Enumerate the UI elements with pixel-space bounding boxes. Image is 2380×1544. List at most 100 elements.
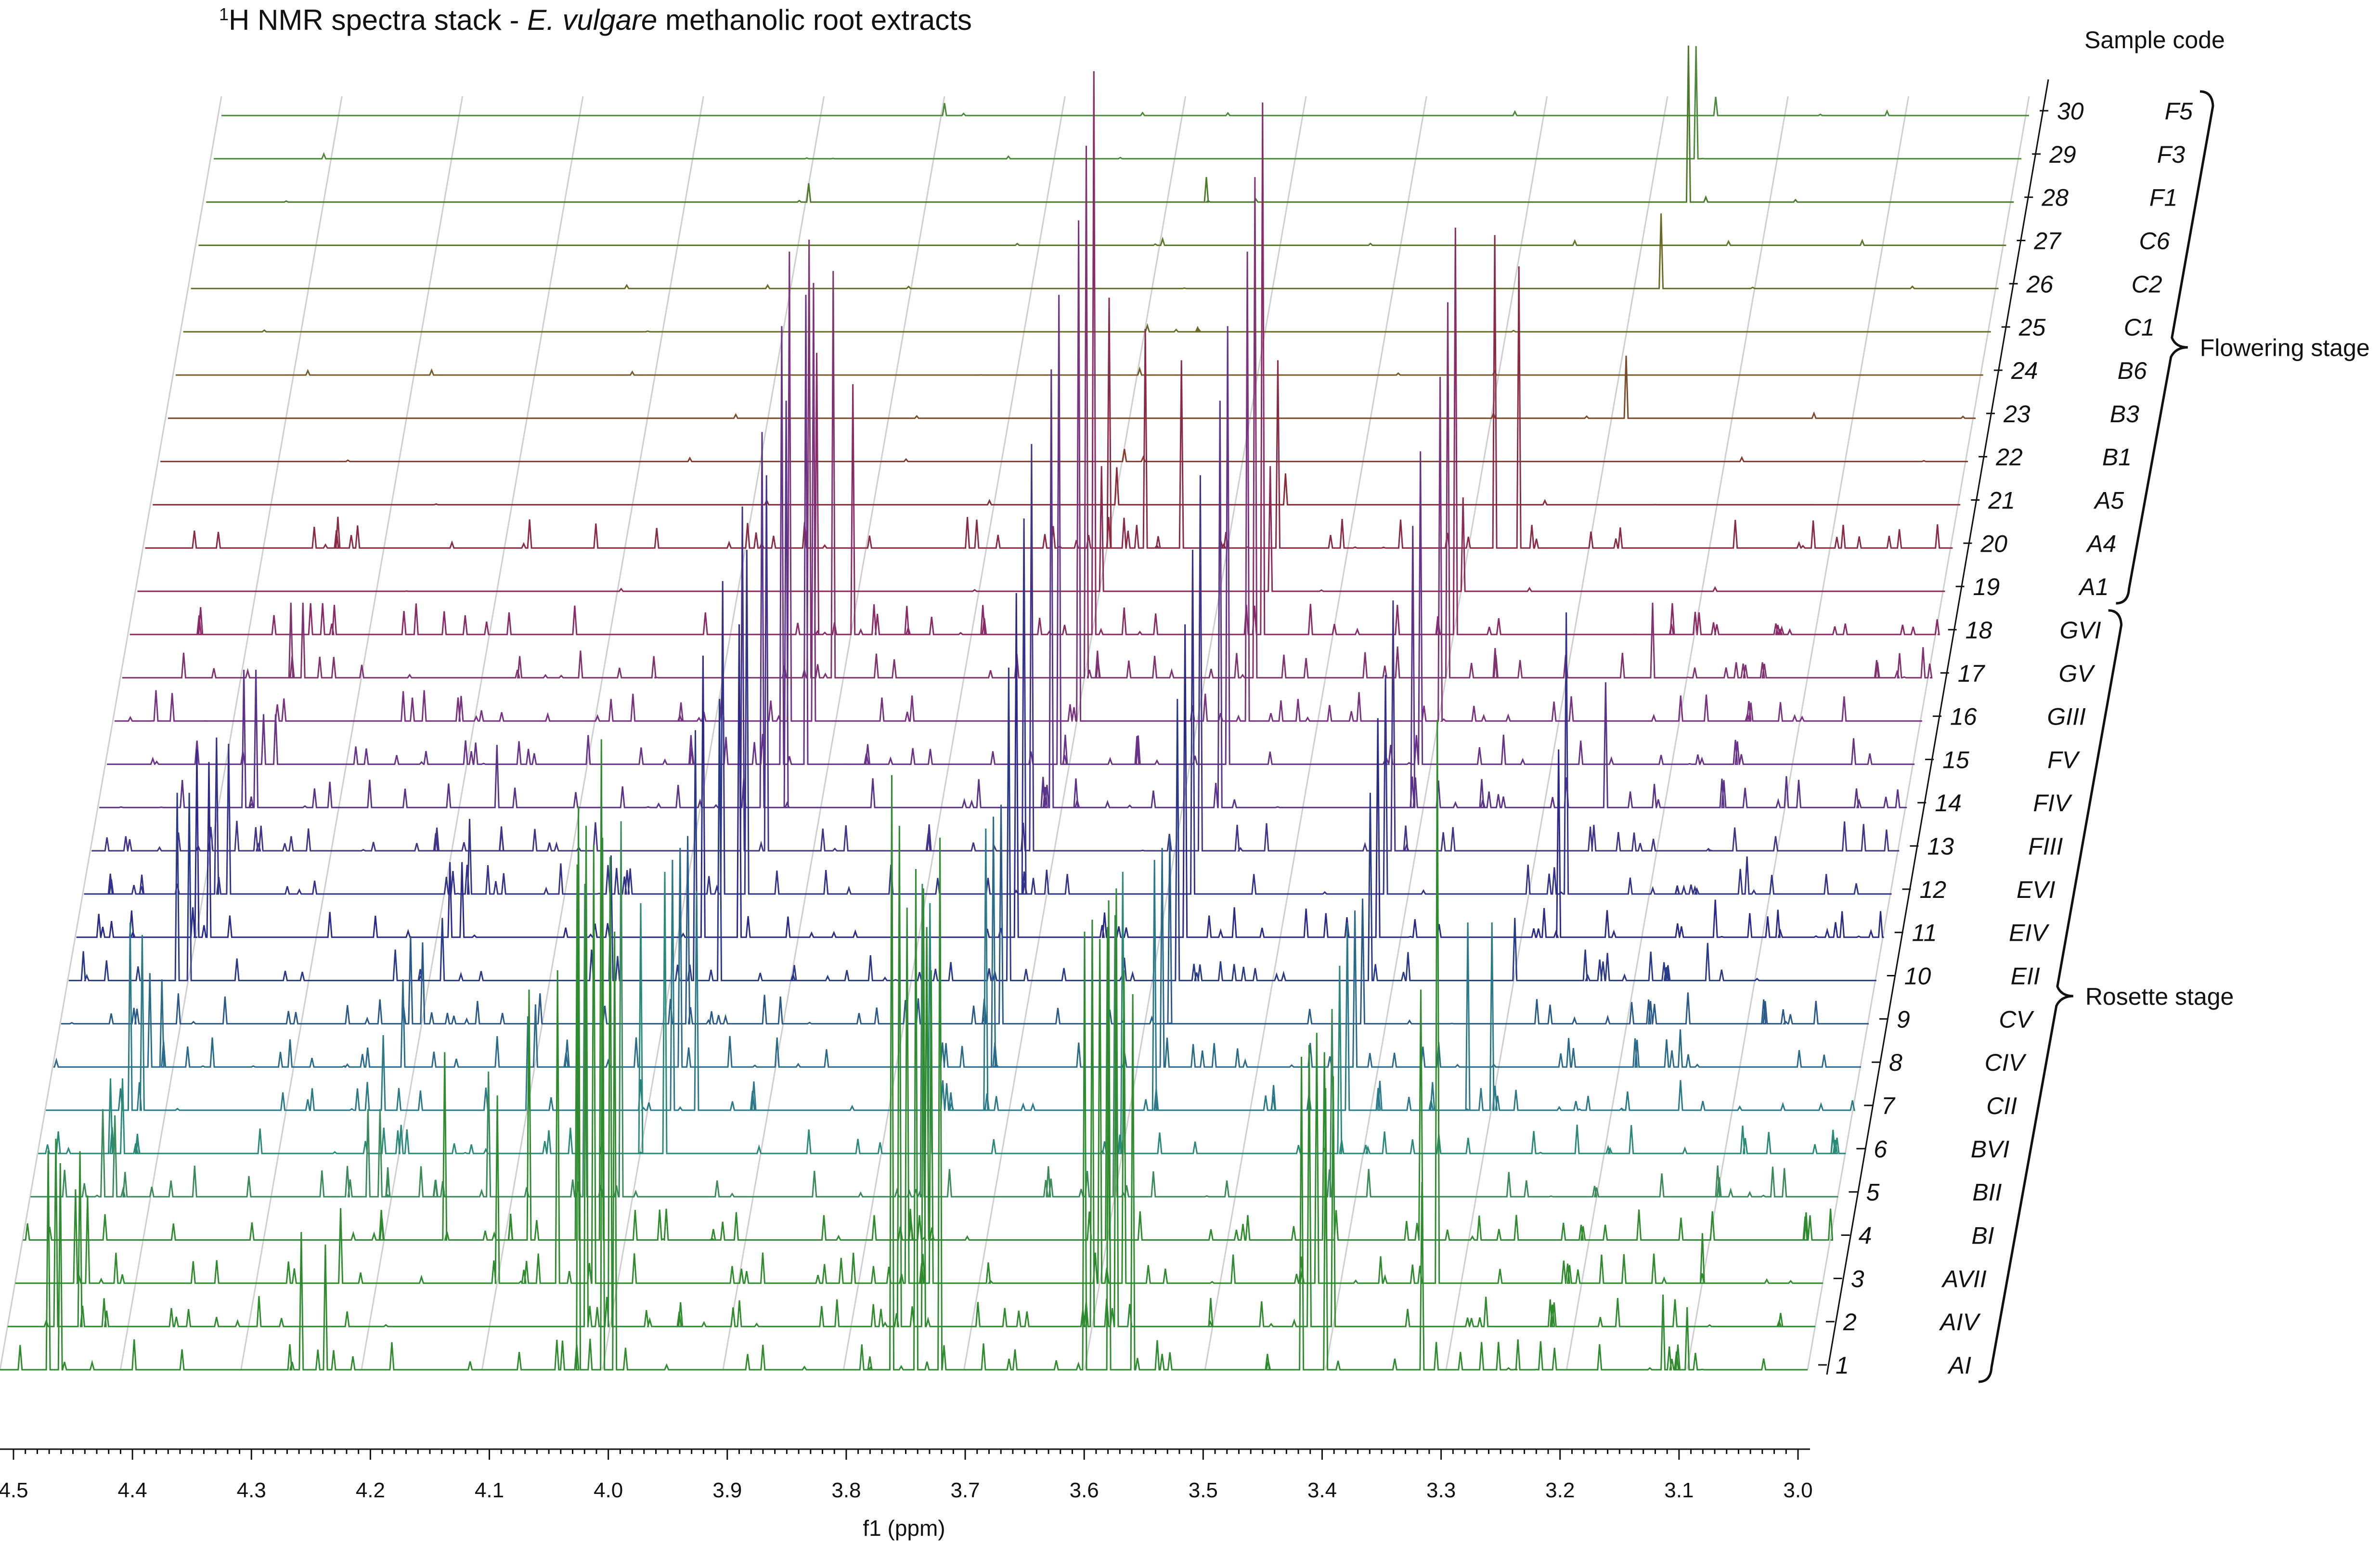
- row-number: 4: [1859, 1222, 1872, 1249]
- row-number: 13: [1927, 833, 1954, 860]
- x-tick-label: 4.3: [237, 1479, 266, 1502]
- row-code: CV: [1999, 1006, 2034, 1033]
- spectrum-line-30: [221, 96, 2029, 117]
- spectrum-line-4: [23, 739, 1834, 1241]
- grid-line: [963, 96, 1187, 1370]
- row-code: A4: [2085, 530, 2116, 557]
- grid-line: [240, 96, 464, 1370]
- row-number: 5: [1866, 1179, 1879, 1206]
- spectrum-line-7: [46, 828, 1855, 1111]
- row-number: 10: [1904, 963, 1931, 990]
- spectrum-line-24: [175, 366, 1983, 376]
- x-axis: 4.5 4.4 4.3 4.2 4.1 4.0 3.9 3.8 3.7 3.6 3.5 3.4 3.3 3…: [0, 1448, 1813, 1502]
- spectrum-line-16: [114, 220, 1922, 722]
- x-tick-label: 3.3: [1426, 1479, 1456, 1502]
- grid-line: [1807, 96, 2030, 1370]
- row-number: 1: [1836, 1352, 1849, 1379]
- grid-line: [1204, 96, 1427, 1370]
- row-code: GVI: [2060, 617, 2101, 644]
- row-code: GIII: [2047, 703, 2086, 730]
- row-number: 23: [2003, 401, 2031, 428]
- row-number: 29: [2049, 141, 2076, 168]
- spectrum-line-11: [76, 593, 1884, 938]
- group-bracket: [2116, 90, 2214, 605]
- row-code: FV: [2047, 746, 2081, 773]
- row-code: C2: [2132, 271, 2162, 298]
- row-number: 19: [1973, 573, 2000, 600]
- row-number: 15: [1942, 746, 1969, 773]
- spectrum-line-14: [99, 369, 1907, 808]
- grid-line: [0, 96, 222, 1370]
- x-tick-label: 4.4: [118, 1479, 147, 1502]
- grid-line: [361, 96, 584, 1370]
- grid-line: [722, 96, 945, 1370]
- group-label: Rosette stage: [2085, 983, 2234, 1010]
- group-label: Flowering stage: [2200, 335, 2370, 362]
- x-tick-label: 3.4: [1307, 1479, 1337, 1502]
- row-code: B3: [2110, 401, 2139, 428]
- row-number: 22: [1995, 444, 2023, 471]
- row-number: 14: [1935, 790, 1962, 817]
- row-code: EVI: [2017, 876, 2056, 903]
- row-number: 7: [1881, 1092, 1896, 1119]
- row-number: 28: [2041, 184, 2069, 211]
- spectrum-line-20: [145, 235, 1953, 549]
- row-code: AVII: [1941, 1265, 1987, 1292]
- row-axis-line: [1826, 79, 2049, 1375]
- x-tick-label: 3.1: [1664, 1479, 1694, 1502]
- spectrum-line-3: [15, 720, 1823, 1284]
- spectrum-line-5: [30, 821, 1838, 1198]
- grid-line: [1445, 96, 1669, 1370]
- x-axis-label: f1 (ppm): [863, 1516, 945, 1541]
- x-tick-label: 4.5: [0, 1479, 28, 1502]
- spectrum-line-1: [0, 775, 1808, 1371]
- row-code: AI: [1947, 1352, 1971, 1379]
- row-code: F5: [2165, 98, 2193, 125]
- row-code: F3: [2157, 141, 2186, 168]
- grid-line: [1565, 96, 1789, 1370]
- spectrum-line-26: [191, 213, 1999, 289]
- row-labels: 1 AI 2 AIV 3 AVII 4 BI 5 BII 6 BVI 7 CII 8 CIV 9 CV 10 EII 1…: [1818, 79, 2193, 1379]
- row-code: C6: [2139, 227, 2170, 254]
- spectrum-line-25: [183, 323, 1991, 333]
- row-code: C1: [2124, 314, 2155, 341]
- spectrum-line-13: [91, 444, 1900, 852]
- spectrum-line-23: [168, 355, 1976, 419]
- chart-title: 1H NMR spectra stack - E. vulgare methan…: [219, 4, 972, 36]
- row-code: CIV: [1985, 1049, 2027, 1076]
- x-tick-label: 3.7: [950, 1479, 980, 1502]
- row-number: 20: [1980, 530, 2007, 557]
- row-code: BVI: [1971, 1136, 2010, 1163]
- row-number: 17: [1958, 660, 1986, 687]
- chart-title-sup: 1: [219, 4, 229, 24]
- spectrum-line-27: [198, 236, 2006, 246]
- row-number: 27: [2033, 227, 2062, 254]
- spectrum-line-2: [7, 826, 1815, 1327]
- spectrum-line-22: [160, 449, 1968, 463]
- spectrum-line-29: [214, 46, 2022, 160]
- grid-lines: [0, 96, 2030, 1370]
- row-code: EIV: [2009, 920, 2050, 947]
- row-number: 16: [1950, 703, 1977, 730]
- x-tick-label: 3.5: [1189, 1479, 1218, 1502]
- x-tick-label: 4.1: [475, 1479, 504, 1502]
- grid-line: [119, 96, 343, 1370]
- x-tick-label: 4.0: [594, 1479, 623, 1502]
- row-code: EII: [2011, 963, 2040, 990]
- spectrum-line-17: [122, 145, 1933, 679]
- row-code: B1: [2102, 444, 2132, 471]
- row-code: BI: [1971, 1222, 1994, 1249]
- x-tick-label: 4.2: [356, 1479, 385, 1502]
- row-number: 18: [1966, 617, 1992, 644]
- x-tick-label: 3.9: [712, 1479, 742, 1502]
- x-tick-label: 3.0: [1783, 1479, 1812, 1502]
- spectrum-line-21: [153, 467, 1961, 506]
- row-number: 6: [1874, 1136, 1887, 1163]
- grid-line: [481, 96, 704, 1370]
- spectrum-line-15: [107, 295, 1915, 765]
- row-code: F1: [2149, 184, 2177, 211]
- chart-title-post: methanolic root extracts: [657, 4, 972, 36]
- row-code: A1: [2078, 573, 2108, 600]
- row-code: BII: [1972, 1179, 2002, 1206]
